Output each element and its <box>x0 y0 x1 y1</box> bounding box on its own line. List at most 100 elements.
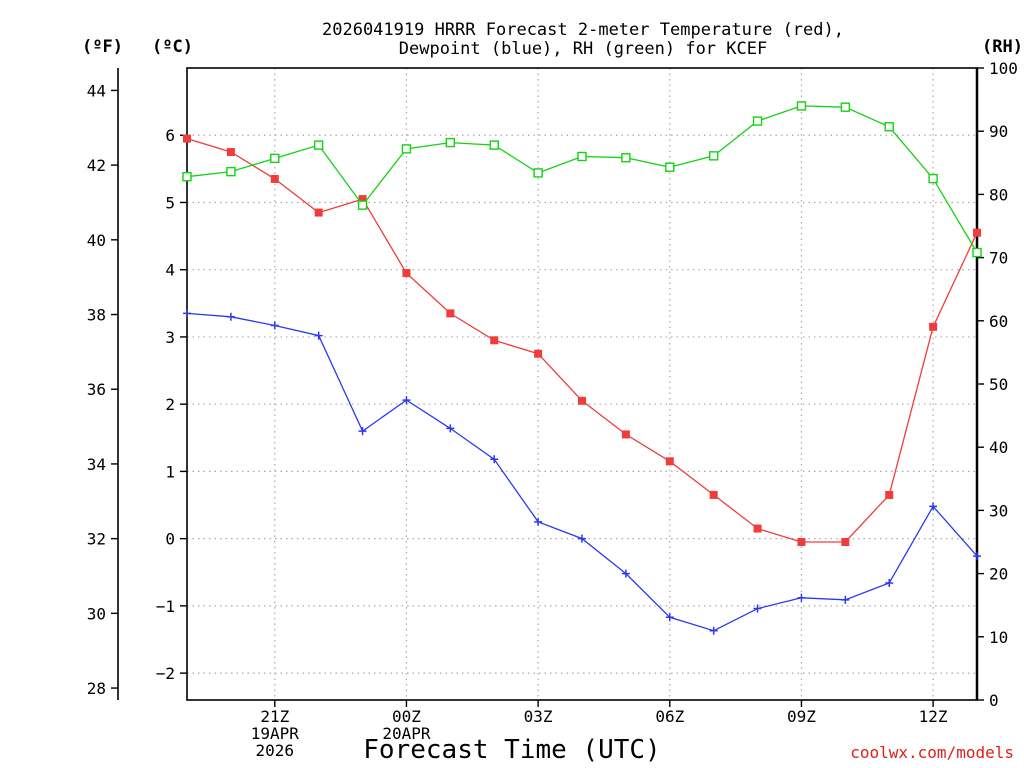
dewpoint-point <box>709 626 718 635</box>
rh-point <box>840 102 851 112</box>
rh-tick-label: 70 <box>989 249 1008 268</box>
source-credit: coolwx.com/models <box>850 743 1014 762</box>
rh-point <box>445 137 456 148</box>
temperature-point <box>709 490 718 499</box>
celsius-tick-label: −2 <box>156 664 175 683</box>
time-tick-label: 21Z <box>260 707 289 726</box>
dewpoint-point <box>621 569 630 578</box>
dewpoint-point <box>183 309 191 318</box>
dewpoint-series <box>183 309 981 635</box>
dewpoint-point <box>578 534 586 543</box>
fahrenheit-tick-label: 38 <box>87 306 106 325</box>
celsius-tick-label: −1 <box>156 597 175 616</box>
plot-frame <box>186 67 978 701</box>
rh-tick-label: 30 <box>989 501 1008 520</box>
chart-title-line-2: Dewpoint (blue), RH (green) for KCEF <box>399 39 767 59</box>
temperature-point <box>929 322 938 331</box>
fahrenheit-tick-label: 44 <box>87 81 106 100</box>
temperature-point <box>753 524 762 533</box>
temperature-point <box>534 349 543 358</box>
temperature-point <box>621 430 630 439</box>
chart-title-line-1: 2026041919 HRRR Forecast 2-meter Tempera… <box>322 20 844 40</box>
rh-tick-label: 10 <box>989 628 1008 647</box>
temperature-point <box>578 396 586 405</box>
dewpoint-point <box>753 604 762 613</box>
rh-point <box>226 166 236 177</box>
rh-tick-label: 50 <box>989 375 1008 394</box>
rh-tick-label: 40 <box>989 438 1008 457</box>
celsius-tick-label: 2 <box>165 395 175 414</box>
rh-point <box>708 151 719 161</box>
fahrenheit-tick-label: 36 <box>87 380 106 399</box>
temperature-point <box>841 538 850 546</box>
axis-ticks: −2−1012345628303234363840424401020304050… <box>87 59 1018 760</box>
temperature-line <box>186 137 978 543</box>
celsius-unit-label: (ºC) <box>152 37 193 57</box>
dewpoint-point <box>314 331 323 340</box>
temperature-point <box>446 309 455 318</box>
rh-point <box>665 162 675 172</box>
celsius-tick-label: 3 <box>165 328 175 347</box>
temperature-point <box>797 538 806 546</box>
temperature-point <box>885 490 894 499</box>
rh-point <box>796 101 807 111</box>
temperature-point <box>314 208 323 217</box>
rh-series <box>182 101 982 258</box>
x-axis-title: Forecast Time (UTC) <box>363 735 660 765</box>
rh-tick-label: 100 <box>989 59 1018 78</box>
time-tick-label: 00Z <box>392 707 421 726</box>
fahrenheit-tick-label: 34 <box>87 455 106 474</box>
temperature-point <box>358 195 367 204</box>
rh-point <box>489 140 499 150</box>
fahrenheit-tick-label: 28 <box>87 679 106 698</box>
rh-point <box>357 200 368 210</box>
temperature-series <box>183 134 981 546</box>
dewpoint-point <box>358 427 367 436</box>
dewpoint-point <box>490 455 499 464</box>
celsius-tick-label: 0 <box>165 530 175 549</box>
dewpoint-point <box>797 593 806 602</box>
time-tick-label: 2026 <box>256 741 295 760</box>
temperature-point <box>973 228 981 237</box>
rh-point <box>928 173 938 184</box>
temperature-point <box>270 174 279 183</box>
celsius-tick-label: 4 <box>165 261 175 280</box>
dewpoint-point <box>226 312 235 321</box>
temperature-point <box>402 269 411 278</box>
dewpoint-point <box>446 424 455 433</box>
dewpoint-point <box>402 396 411 405</box>
rh-point <box>752 116 763 126</box>
dewpoint-point <box>841 595 850 604</box>
fahrenheit-tick-label: 40 <box>87 231 106 250</box>
time-tick-label: 03Z <box>524 707 553 726</box>
dewpoint-line <box>186 312 978 632</box>
plot-gridlines <box>187 68 977 700</box>
rh-tick-label: 90 <box>989 122 1008 141</box>
temperature-point <box>183 134 191 143</box>
dewpoint-point <box>885 579 894 588</box>
time-tick-label: 19APR <box>251 724 300 743</box>
temperature-point <box>490 336 499 345</box>
temperature-point <box>665 457 674 466</box>
rh-point <box>182 172 192 182</box>
celsius-tick-label: 5 <box>165 193 175 212</box>
fahrenheit-tick-label: 42 <box>87 156 106 175</box>
rh-tick-label: 60 <box>989 312 1008 331</box>
time-tick-label: 06Z <box>655 707 684 726</box>
plot-axes <box>117 67 979 701</box>
dewpoint-point <box>929 502 938 511</box>
fahrenheit-unit-label: (ºF) <box>82 37 123 57</box>
time-tick-label: 09Z <box>787 707 816 726</box>
dewpoint-point <box>665 613 674 622</box>
rh-unit-label: (RH) <box>982 37 1023 57</box>
dewpoint-point <box>534 517 543 526</box>
dewpoint-point <box>270 321 279 330</box>
rh-point <box>972 247 982 258</box>
rh-point <box>533 168 543 178</box>
rh-tick-label: 80 <box>989 185 1008 204</box>
temperature-point <box>226 148 235 157</box>
dewpoint-point <box>973 552 981 561</box>
fahrenheit-tick-label: 30 <box>87 604 106 623</box>
data-series <box>182 101 982 635</box>
